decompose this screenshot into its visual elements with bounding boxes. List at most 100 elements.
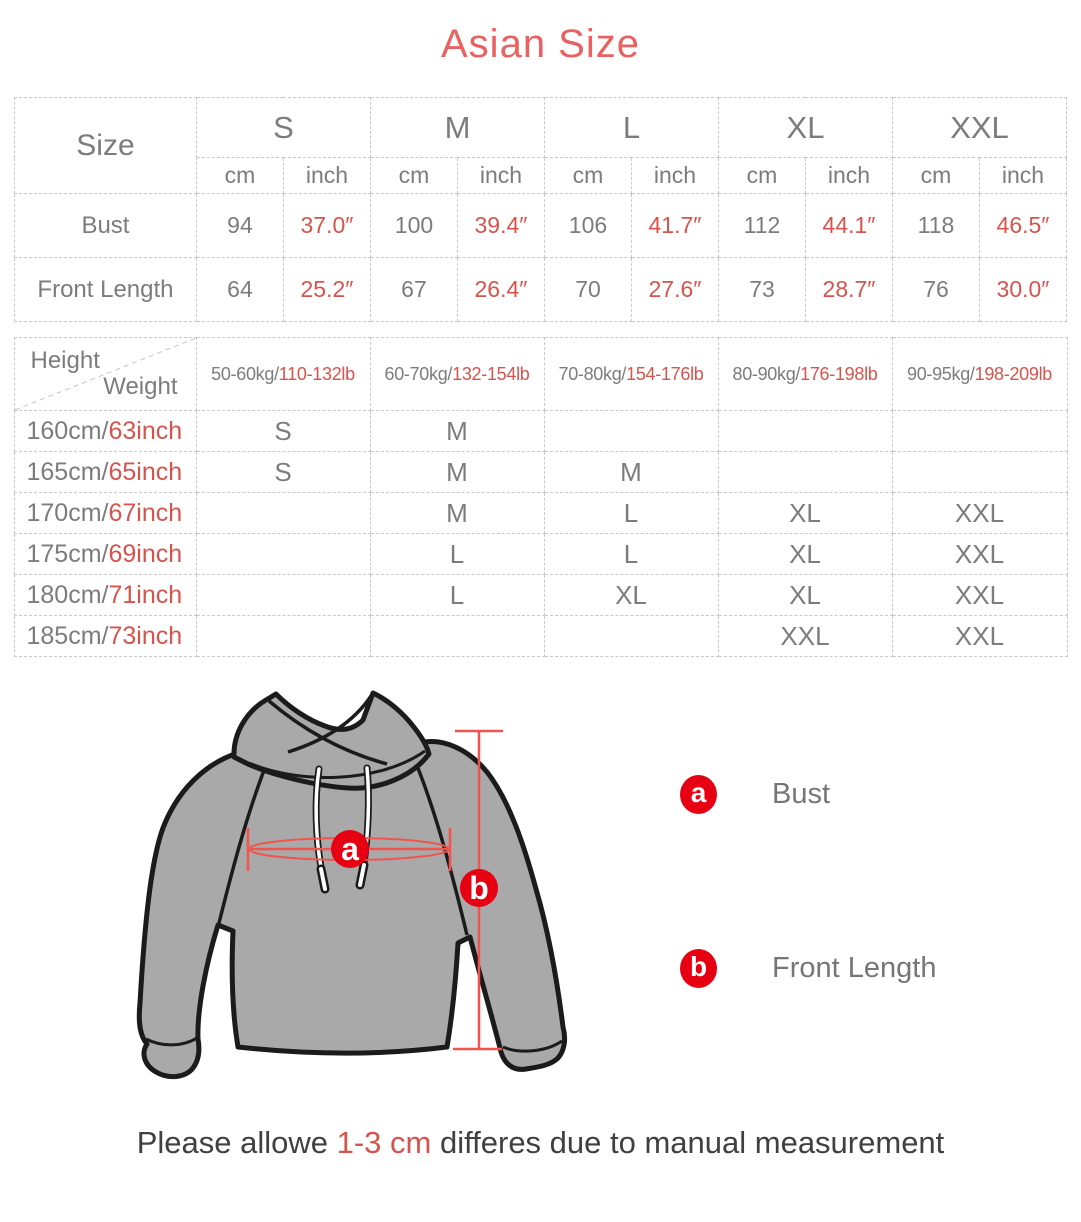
fit-cell: [543, 615, 719, 657]
fit-row-170: 170cm/67inch M L XL XXL: [13, 492, 1068, 534]
corner-height-label: Height: [30, 347, 100, 374]
height-inch: 63inch: [108, 416, 183, 445]
measure-row-label: Front Length: [13, 257, 197, 322]
fit-cell: S: [195, 451, 371, 493]
height-cm: 160cm/: [26, 416, 109, 445]
height-row-label: 175cm/69inch: [13, 533, 197, 575]
weight-header-4: 80-90kg/176-198lb: [717, 337, 893, 411]
front-cm-xl: 73: [717, 257, 806, 322]
hood-collar-line: [248, 749, 426, 779]
hoodie-diagram: a b: [136, 690, 568, 1080]
weight-lb: 176-198lb: [800, 363, 878, 384]
fit-cell: M: [543, 451, 719, 493]
fit-cell: [195, 574, 371, 616]
unit-header-inch: inch: [978, 157, 1068, 194]
height-cm: 175cm/: [26, 539, 109, 568]
size-header-xl: XL: [717, 97, 894, 158]
legend-badge-a: a: [680, 775, 717, 814]
cuff-line-left: [145, 1036, 198, 1047]
fit-cell: XL: [717, 574, 893, 616]
unit-header-cm: cm: [892, 157, 980, 194]
front-inch-m: 26.4″: [456, 257, 545, 322]
fit-cell: [369, 615, 545, 657]
size-measurement-table: Size S M L XL XXL cm inch cm inch cm inc…: [13, 97, 1068, 322]
front-cm-xxl: 76: [892, 257, 980, 322]
bust-inch-s: 37.0″: [282, 193, 371, 258]
front-length-row: Front Length 64 25.2″ 67 26.4″ 70 27.6″ …: [13, 257, 1068, 322]
bust-inch-m: 39.4″: [456, 193, 545, 258]
weight-kg: 70-80kg/: [558, 363, 627, 384]
drawstring-left: [312, 765, 330, 894]
fit-cell: [195, 615, 371, 657]
front-inch-s: 25.2″: [282, 257, 371, 322]
bust-inch-xxl: 46.5″: [978, 193, 1068, 258]
height-inch: 73inch: [108, 621, 183, 650]
fit-cell: XL: [543, 574, 719, 616]
height-row-label: 170cm/67inch: [13, 492, 197, 534]
size-header-m: M: [369, 97, 545, 158]
fit-cell: XXL: [891, 533, 1068, 575]
svg-text:b: b: [469, 870, 489, 906]
weight-kg: 90-95kg/: [906, 363, 975, 384]
fit-cell: M: [369, 410, 545, 452]
corner-weight-label: Weight: [103, 373, 178, 400]
fit-cell: XXL: [891, 574, 1068, 616]
fit-row-160: 160cm/63inch S M: [13, 410, 1068, 452]
front-inch-xl: 28.7″: [804, 257, 894, 322]
weight-lb: 198-209lb: [974, 363, 1053, 384]
legend-label-front-length: Front Length: [772, 952, 937, 984]
measurement-disclaimer: Please allowe 1-3 cm differes due to man…: [0, 1125, 1081, 1161]
fit-cell: XXL: [717, 615, 893, 657]
fit-cell: XL: [717, 533, 893, 575]
raglan-seam-left: [217, 754, 272, 924]
front-cm-s: 64: [195, 257, 284, 322]
weight-header-5: 90-95kg/198-209lb: [891, 337, 1068, 411]
hood-fold-right: [287, 695, 373, 754]
bust-row: Bust 94 37.0″ 100 39.4″ 106 41.7″ 112 44…: [13, 193, 1068, 258]
legend-front-length: b Front Length: [680, 949, 936, 988]
weight-kg: 60-70kg/: [384, 363, 453, 384]
height-inch: 71inch: [108, 580, 183, 609]
disclaimer-suffix: differes due to manual measurement: [431, 1125, 945, 1160]
height-inch: 65inch: [108, 457, 183, 486]
weight-header-3: 70-80kg/154-176lb: [543, 337, 719, 411]
weight-header-1: 50-60kg/110-132lb: [195, 337, 371, 411]
height-weight-corner-cell: Height Weight: [13, 337, 197, 411]
fit-row-175: 175cm/69inch L L XL XXL: [13, 533, 1068, 575]
weight-header-2: 60-70kg/132-154lb: [369, 337, 545, 411]
fit-cell: S: [195, 410, 371, 452]
hoodie-hood: [231, 690, 432, 791]
unit-header-inch: inch: [282, 157, 371, 194]
fit-cell: M: [369, 492, 545, 534]
bust-inch-l: 41.7″: [630, 193, 719, 258]
fit-cell: L: [543, 533, 719, 575]
size-header-xxl: XXL: [891, 97, 1068, 158]
legend-bust: a Bust: [680, 775, 830, 814]
measurement-diagram-section: a b a Bust b Front Length: [0, 681, 1081, 1113]
height-row-label: 160cm/63inch: [13, 410, 197, 452]
fit-cell: XL: [717, 492, 893, 534]
fit-cell: M: [369, 451, 545, 493]
diagonal-divider: [15, 338, 196, 410]
legend-label-bust: Bust: [772, 778, 831, 810]
height-weight-table: Height Weight 50-60kg/110-132lb 60-70kg/…: [13, 337, 1068, 657]
svg-text:a: a: [341, 831, 359, 867]
weight-kg: 50-60kg/: [211, 363, 279, 384]
size-table-corner-label: Size: [13, 97, 197, 194]
bust-inch-xl: 44.1″: [804, 193, 894, 258]
bust-cm-l: 106: [543, 193, 632, 258]
fit-cell: [543, 410, 719, 452]
bust-cm-s: 94: [195, 193, 284, 258]
fit-cell: L: [369, 574, 545, 616]
fit-cell: [717, 410, 893, 452]
fit-cell: XXL: [891, 492, 1068, 534]
front-cm-l: 70: [543, 257, 632, 322]
height-cm: 185cm/: [26, 621, 109, 650]
measure-row-label: Bust: [13, 193, 197, 258]
fit-cell: [195, 492, 371, 534]
height-cm: 165cm/: [26, 457, 109, 486]
disclaimer-prefix: Please allowe: [136, 1125, 337, 1160]
page-title: Asian Size: [441, 22, 640, 66]
fit-cell: L: [369, 533, 545, 575]
height-row-label: 180cm/71inch: [13, 574, 197, 616]
